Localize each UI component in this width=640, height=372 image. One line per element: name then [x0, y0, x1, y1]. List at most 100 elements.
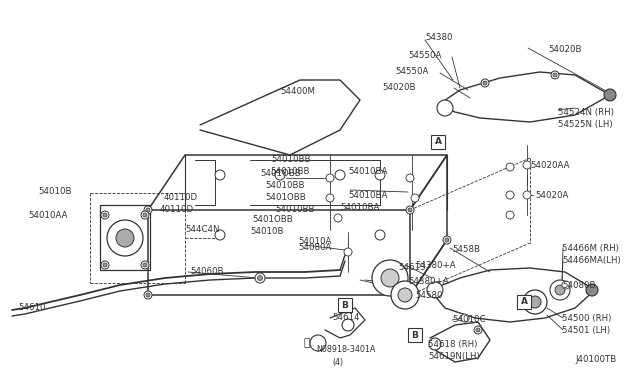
Text: 54010B: 54010B — [38, 187, 72, 196]
Circle shape — [506, 163, 514, 171]
Text: 54380: 54380 — [425, 33, 452, 42]
Text: 5401OBB: 5401OBB — [265, 193, 306, 202]
Circle shape — [437, 100, 453, 116]
Text: 54550A: 54550A — [408, 51, 442, 60]
Text: 54060B: 54060B — [190, 267, 223, 276]
Circle shape — [326, 174, 334, 182]
Text: 54010BB: 54010BB — [271, 155, 310, 164]
Circle shape — [529, 296, 541, 308]
Text: 54020B: 54020B — [382, 83, 415, 93]
Circle shape — [506, 211, 514, 219]
Text: 54614: 54614 — [332, 314, 360, 323]
Text: A: A — [520, 298, 527, 307]
Circle shape — [375, 170, 385, 180]
Text: 54020A: 54020A — [535, 190, 568, 199]
Bar — [431, 135, 445, 149]
Text: 54525N (LH): 54525N (LH) — [558, 119, 612, 128]
Circle shape — [116, 229, 134, 247]
Text: 40110D: 40110D — [160, 205, 194, 215]
Circle shape — [143, 263, 147, 267]
Circle shape — [523, 290, 547, 314]
Text: A: A — [435, 138, 442, 147]
Circle shape — [381, 269, 399, 287]
Circle shape — [443, 236, 451, 244]
Circle shape — [255, 273, 265, 283]
Circle shape — [429, 338, 441, 350]
Circle shape — [461, 314, 469, 322]
Text: 54400M: 54400M — [280, 87, 315, 96]
Circle shape — [411, 194, 419, 202]
Text: 54010B: 54010B — [250, 228, 284, 237]
Text: 54380+A: 54380+A — [408, 278, 449, 286]
Circle shape — [445, 238, 449, 242]
Text: 40110D: 40110D — [164, 192, 198, 202]
Text: 54010BB: 54010BB — [270, 167, 310, 176]
Circle shape — [144, 291, 152, 299]
Circle shape — [523, 161, 531, 169]
Circle shape — [146, 293, 150, 297]
Text: 54010BA: 54010BA — [348, 190, 387, 199]
Circle shape — [562, 281, 570, 289]
Text: 54010C: 54010C — [452, 315, 486, 324]
Circle shape — [553, 73, 557, 77]
Text: 54010A: 54010A — [298, 237, 332, 247]
Circle shape — [215, 170, 225, 180]
Circle shape — [427, 282, 443, 298]
Circle shape — [506, 191, 514, 199]
Circle shape — [406, 174, 414, 182]
Text: 54010BB: 54010BB — [265, 180, 305, 189]
Circle shape — [141, 211, 149, 219]
Text: B: B — [412, 330, 419, 340]
Text: Ⓝ: Ⓝ — [303, 338, 310, 348]
Circle shape — [375, 230, 385, 240]
Circle shape — [344, 248, 352, 256]
Circle shape — [342, 319, 354, 331]
Circle shape — [391, 281, 419, 309]
Circle shape — [144, 206, 152, 214]
Circle shape — [101, 211, 109, 219]
Text: 54618 (RH): 54618 (RH) — [428, 340, 477, 350]
Text: 54080B: 54080B — [562, 280, 595, 289]
Text: 54524N (RH): 54524N (RH) — [558, 108, 614, 116]
Text: 54550A: 54550A — [395, 67, 428, 77]
Circle shape — [408, 208, 412, 212]
Text: 54080A: 54080A — [298, 244, 332, 253]
Circle shape — [310, 335, 326, 351]
Circle shape — [476, 328, 480, 332]
Circle shape — [398, 288, 412, 302]
Circle shape — [551, 71, 559, 79]
Circle shape — [141, 261, 149, 269]
Text: 54010AA: 54010AA — [28, 211, 67, 219]
Text: (4): (4) — [332, 357, 343, 366]
Circle shape — [408, 293, 412, 297]
Circle shape — [107, 220, 143, 256]
Circle shape — [481, 79, 489, 87]
Circle shape — [483, 81, 487, 85]
Circle shape — [103, 263, 107, 267]
Circle shape — [474, 326, 482, 334]
Text: 54466MA(LH): 54466MA(LH) — [562, 256, 621, 264]
Circle shape — [275, 170, 285, 180]
Text: 544C4N: 544C4N — [185, 225, 220, 234]
Text: 54466M (RH): 54466M (RH) — [562, 244, 619, 253]
Circle shape — [406, 291, 414, 299]
Circle shape — [550, 280, 570, 300]
Circle shape — [586, 284, 598, 296]
Text: J40100TB: J40100TB — [575, 356, 616, 365]
Bar — [338, 298, 352, 312]
Text: 54500 (RH): 54500 (RH) — [562, 314, 611, 323]
Circle shape — [215, 230, 225, 240]
Circle shape — [555, 285, 565, 295]
Text: 5401OBB: 5401OBB — [260, 169, 301, 177]
Text: 54020AA: 54020AA — [530, 160, 570, 170]
Text: 54610: 54610 — [18, 304, 45, 312]
Circle shape — [101, 261, 109, 269]
Circle shape — [335, 170, 345, 180]
Circle shape — [257, 276, 262, 280]
Circle shape — [146, 208, 150, 212]
Circle shape — [103, 213, 107, 217]
Text: 54020B: 54020B — [548, 45, 582, 55]
Text: 54613: 54613 — [398, 263, 426, 273]
Text: B: B — [342, 301, 348, 310]
Circle shape — [523, 191, 531, 199]
